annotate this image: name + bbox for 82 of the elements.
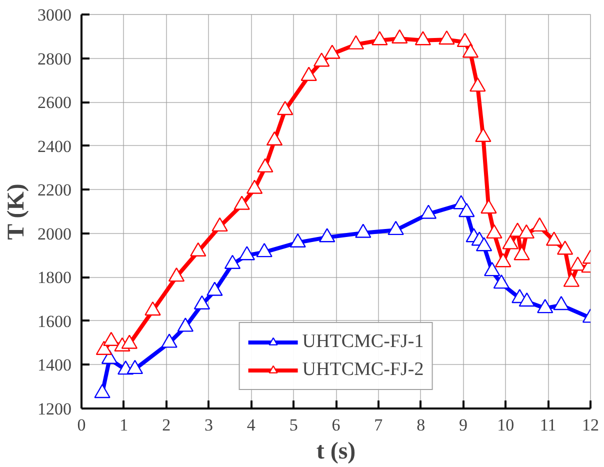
legend-label: UHTCMC-FJ-1	[302, 331, 424, 353]
point	[212, 217, 228, 232]
point	[537, 298, 554, 314]
point	[493, 274, 510, 289]
point	[144, 301, 161, 316]
point	[348, 35, 364, 50]
point	[324, 44, 340, 59]
y-tick-label: 2400	[38, 136, 72, 156]
point	[372, 31, 388, 46]
point	[420, 204, 437, 219]
y-axis-title: T (K)	[4, 184, 30, 240]
point	[388, 220, 404, 236]
x-tick-label: 7	[374, 416, 384, 434]
y-tick-label: 2600	[38, 93, 72, 112]
point	[206, 282, 223, 296]
point	[414, 31, 432, 46]
point	[266, 131, 283, 146]
x-tick-label: 3	[204, 416, 213, 434]
x-tick-label: 0	[77, 416, 86, 434]
point	[518, 224, 535, 239]
point	[470, 77, 486, 92]
point	[246, 180, 263, 194]
point	[234, 196, 250, 210]
x-tick-label: 6	[332, 416, 340, 434]
point	[168, 267, 185, 282]
point	[514, 246, 530, 260]
point	[103, 332, 120, 346]
y-tick-label: 1400	[38, 356, 72, 375]
point	[532, 217, 548, 232]
point	[458, 202, 475, 218]
point	[121, 334, 138, 349]
x-tick-label: 12	[582, 416, 599, 434]
point	[290, 233, 306, 248]
point	[96, 340, 112, 355]
x-tick-label: 10	[497, 416, 514, 434]
y-tick-label: 2800	[38, 49, 72, 68]
point	[476, 237, 492, 252]
point	[161, 334, 178, 348]
x-tick-label: 4	[246, 416, 256, 434]
x-tick-label: 1	[120, 416, 128, 434]
y-tick-label: 3000	[38, 6, 72, 24]
point	[553, 296, 570, 310]
point	[257, 158, 274, 172]
x-tick-label: 9	[459, 416, 468, 434]
point	[355, 224, 372, 238]
point	[484, 262, 500, 276]
point	[194, 295, 210, 310]
point	[475, 128, 492, 142]
legend-label: UHTCMC-FJ-2	[302, 359, 424, 381]
x-tick-label: 2	[162, 416, 171, 434]
point	[546, 232, 562, 246]
point	[518, 292, 535, 307]
point	[256, 242, 272, 258]
point	[190, 242, 206, 256]
y-tick-label: 2000	[38, 224, 72, 244]
point	[480, 199, 497, 214]
x-tick-label: 11	[540, 416, 556, 434]
point	[462, 44, 479, 58]
point	[177, 318, 194, 332]
point	[313, 52, 330, 67]
point	[224, 254, 241, 269]
point	[556, 240, 574, 255]
x-tick-label: 8	[416, 416, 426, 434]
point	[94, 384, 110, 398]
point	[438, 30, 455, 45]
point	[238, 246, 256, 260]
y-tick-label: 1600	[38, 312, 72, 331]
point	[456, 32, 474, 48]
point	[502, 235, 518, 250]
x-axis-title: t (s)	[316, 438, 356, 464]
point	[392, 29, 408, 44]
y-tick-label: 2200	[38, 180, 72, 200]
point	[318, 228, 336, 242]
x-tick-label: 5	[289, 416, 298, 434]
point	[300, 66, 317, 81]
point	[126, 360, 144, 374]
point	[277, 100, 294, 116]
point	[495, 253, 512, 268]
point	[563, 272, 580, 287]
point	[486, 224, 502, 239]
y-tick-label: 1800	[38, 268, 72, 288]
y-tick-label: 1200	[38, 400, 72, 418]
